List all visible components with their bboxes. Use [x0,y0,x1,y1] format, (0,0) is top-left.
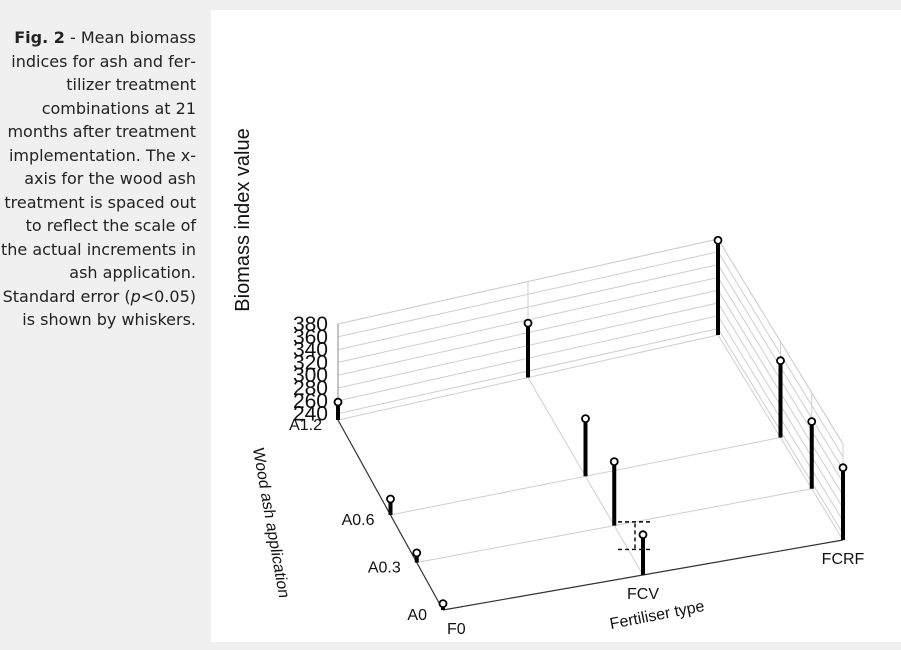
value-gridline [337,289,844,496]
caption-italic-p: p [130,286,141,306]
y-tick-label: 300 [293,364,328,387]
y-tick-label: 320 [293,351,328,374]
ash-tick-label: A1.2 [289,417,322,434]
value-gridline [337,264,844,470]
y-tick-label: 260 [293,390,328,413]
data-point [609,457,619,467]
value-gridline [337,302,844,509]
ash-tick-label: A0.3 [368,560,401,577]
ash-tick-label: A0.6 [342,512,375,529]
data-point [523,318,533,328]
y-tick-label: 360 [293,326,328,349]
value-gridline [337,328,844,534]
value-gridline [337,315,844,522]
y-tick-label: 280 [293,377,328,400]
data-point [412,548,422,558]
z-axis-title: Wood ash application [249,447,294,598]
data-point [638,530,648,540]
data-point [776,356,785,366]
caption-text-end: <0.05) is shown by whiskers. [22,286,196,330]
figure-label: Fig. 2 [14,28,65,47]
y-tick-label: 340 [293,339,328,362]
fertiliser-tick-label: FCV [627,586,659,603]
x-axis-title: Fertiliser type [608,598,706,633]
data-point [838,463,848,473]
figure-caption: Fig. 2 - Mean biomass indices for ash an… [0,26,196,332]
chart-panel: 240 260 280 300 320 340 360 380 A0 A0.3 A0.6 A1.2 F0… [211,10,901,642]
value-gridline [337,238,844,445]
value-gridline [337,251,844,458]
value-gridline [337,276,844,483]
data-point [581,414,590,424]
data-point [386,494,395,504]
caption-separator: - [64,28,81,47]
data-point [807,417,817,426]
data-point [333,397,343,407]
y-tick-label: 380 [293,313,328,336]
data-point [438,599,448,608]
y-tick-label: 240 [293,403,328,426]
data-point [713,235,723,245]
fertiliser-tick-label: FCRF [822,551,865,568]
y-axis-title: Biomass index value [232,128,254,311]
ash-tick-label: A0 [407,607,427,624]
caption-text: Mean biomass indices for ash and fer­til… [1,28,196,306]
fertiliser-tick-label: F0 [447,621,466,638]
